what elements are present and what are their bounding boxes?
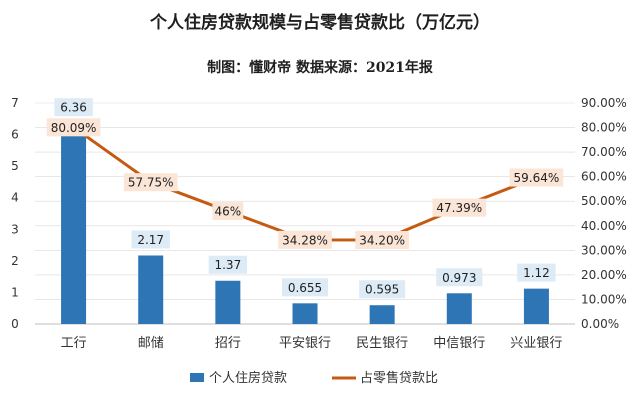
line-data-label-box: [509, 168, 564, 187]
bar-data-label-box: [208, 255, 248, 274]
y-right-tick-label: 90.00%: [581, 96, 627, 110]
bar-layer: 6.36 2.17 1.37 0.655 0.595 0.973 1.12: [54, 98, 556, 324]
axis-layer: 0.00% 10.00% 20.00% 30.00% 40.00% 50.00% 60.00…: [11, 96, 627, 351]
y-right-tick-label: 80.00%: [581, 121, 627, 135]
y-left-tick-label: 0: [11, 317, 19, 331]
x-tick-label: 兴业银行: [510, 336, 562, 351]
y-right-tick-label: 60.00%: [581, 170, 627, 184]
bar-data-label: 1.37: [214, 258, 241, 272]
label-layer: 80.09% 57.75% 46% 34.28% 34.20% 47.39% 59.64%: [46, 118, 564, 250]
bar: [61, 123, 87, 324]
bar-data-label: 6.36: [60, 101, 87, 115]
x-tick-label: 民生银行: [356, 336, 408, 351]
bar-data-label: 0.595: [365, 283, 399, 297]
line-data-label: 59.64%: [514, 171, 560, 185]
y-right-tick-label: 70.00%: [581, 145, 627, 159]
bar-data-label: 1.12: [523, 266, 550, 280]
line-data-label: 46%: [215, 205, 242, 219]
x-tick-label: 招行: [215, 336, 241, 351]
y-left-tick-label: 1: [11, 285, 19, 299]
x-tick-label: 工行: [61, 336, 87, 351]
chart-title: 个人住房贷款规模与占零售贷款比（万亿元）: [149, 12, 490, 33]
bar-data-label: 0.655: [288, 281, 322, 295]
legend-label-bar: 个人住房贷款: [209, 370, 287, 386]
bar: [215, 280, 241, 324]
line-data-label: 34.20%: [359, 234, 405, 248]
y-right-tick-label: 40.00%: [581, 219, 627, 233]
chart-subtitle: 制图：懂财帝 数据来源：2021年报: [207, 59, 433, 76]
bar-data-label-box: [54, 98, 93, 117]
line-data-label-box: [46, 118, 101, 137]
legend-label-line: 占零售贷款比: [360, 370, 438, 386]
bar: [292, 303, 318, 324]
bar-data-label-box: [436, 268, 483, 287]
bar-data-label-box: [517, 263, 556, 282]
y-left-tick-label: 3: [11, 222, 19, 236]
y-right-tick-label: 0.00%: [581, 317, 619, 331]
grid-layer: [35, 102, 575, 300]
bar-data-label-box: [282, 278, 328, 297]
bar: [138, 255, 164, 324]
bar-data-label: 0.973: [442, 271, 476, 285]
x-tick-label: 邮储: [138, 336, 164, 351]
legend-swatch-bar: [190, 373, 204, 382]
y-right-tick-label: 50.00%: [581, 194, 627, 208]
bar-data-label-box: [131, 230, 170, 249]
legend-layer: 个人住房贷款 占零售贷款比: [190, 370, 438, 386]
y-right-tick-label: 20.00%: [581, 268, 627, 282]
x-tick-label: 平安银行: [279, 336, 331, 351]
y-right-tick-label: 10.00%: [581, 292, 627, 306]
y-left-tick-label: 4: [11, 191, 19, 205]
bar: [369, 305, 395, 324]
bar-data-label-box: [359, 280, 406, 299]
line-data-label-box: [123, 173, 178, 192]
line-data-label-box: [212, 202, 244, 221]
y-right-tick-label: 30.00%: [581, 243, 627, 257]
bar: [523, 288, 549, 324]
line-data-label: 47.39%: [436, 201, 482, 215]
y-left-tick-label: 6: [11, 128, 19, 142]
x-tick-label: 中信银行: [433, 336, 485, 351]
bar: [446, 293, 472, 324]
y-left-tick-label: 7: [11, 96, 19, 110]
line-data-label: 80.09%: [51, 121, 97, 135]
line-data-label: 34.28%: [282, 233, 328, 247]
y-left-tick-label: 5: [11, 159, 19, 173]
line-data-label-box: [432, 198, 487, 217]
bar-data-label: 2.17: [137, 233, 164, 247]
line-data-label-box: [278, 230, 332, 249]
line-data-label-box: [355, 231, 409, 250]
y-left-tick-label: 2: [11, 254, 19, 268]
line-data-label: 57.75%: [128, 176, 174, 190]
